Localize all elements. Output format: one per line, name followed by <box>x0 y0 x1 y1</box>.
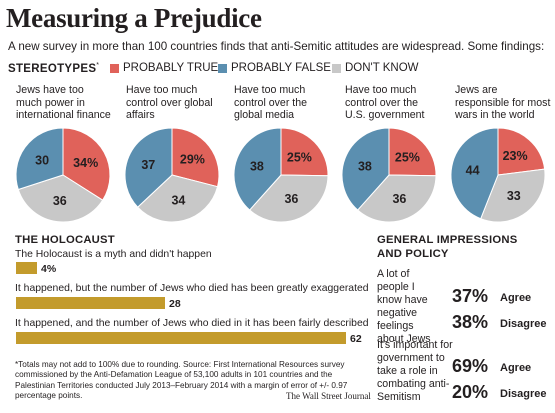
general-1-disagree-label: Disagree <box>500 318 547 330</box>
pie-1-label-2: 36 <box>53 194 67 208</box>
general-heading-line2: AND POLICY <box>377 248 449 260</box>
pie-4-label-2: 36 <box>392 192 406 206</box>
holocaust-bar-1 <box>16 262 37 274</box>
general-statement-1: A lot of people I know have negative fee… <box>377 268 431 345</box>
legend-label-true: PROBABLY TRUE <box>123 62 219 74</box>
pie-1-label-1: 34% <box>73 156 98 170</box>
pie-1-slice-3 <box>15 127 64 191</box>
pie-1-label-3: 30 <box>35 153 49 167</box>
pie-4-label-3: 38 <box>358 159 372 173</box>
general-2-disagree-label: Disagree <box>500 388 547 400</box>
pie-3-slice-1 <box>280 127 329 177</box>
pie-5-slice-1 <box>497 127 546 176</box>
pie-question-2: Have too much control over global affair… <box>126 84 213 121</box>
pie-2-slice-2 <box>137 174 219 223</box>
pie-1-slice-2 <box>17 174 104 223</box>
holocaust-value-2: 28 <box>169 298 181 310</box>
holocaust-value-3: 62 <box>350 333 362 345</box>
general-2-disagree-value: 20% <box>452 382 489 402</box>
pie-4-slice-2 <box>356 174 437 223</box>
legend-title: STEREOTYPES* <box>8 62 100 75</box>
pie-5-label-2: 33 <box>507 189 521 203</box>
pie-3-slice-2 <box>248 174 329 223</box>
holocaust-bar-3 <box>16 332 346 344</box>
footnote: *Totals may not add to 100% due to round… <box>15 360 348 401</box>
legend-label-dontknow: DON'T KNOW <box>345 62 419 74</box>
credit: The Wall Street Journal <box>286 391 371 401</box>
page-subtitle: A new survey in more than 100 countries … <box>8 40 545 53</box>
pie-question-4: Have too much control over the U.S. gove… <box>345 84 425 121</box>
pie-2-slice-3 <box>124 127 173 208</box>
holocaust-value-1: 4% <box>41 263 57 275</box>
legend-label-false: PROBABLY FALSE <box>231 62 331 74</box>
pie-2-slice-1 <box>171 127 220 188</box>
pie-question-3: Have too much control over the global me… <box>234 84 308 121</box>
general-2-agree-label: Agree <box>500 362 532 374</box>
stereotype-pie-charts: 34% 36 30 29% 34 37 25% 36 38 25% 36 38 23% 33 44 <box>15 127 546 223</box>
pie-question-1: Jews have too much power in internationa… <box>16 84 111 121</box>
pie-3-label-1: 25% <box>287 150 312 164</box>
holocaust-heading: THE HOLOCAUST <box>15 234 115 246</box>
holocaust-label-1: The Holocaust is a myth and didn't happe… <box>15 249 212 260</box>
pie-5-slice-3 <box>450 127 499 220</box>
general-1-agree-label: Agree <box>500 292 532 304</box>
legend-swatch-dontknow <box>332 64 341 73</box>
general-heading-line1: GENERAL IMPRESSIONS <box>377 234 518 246</box>
pie-question-5: Jews are responsible for most wars in th… <box>455 84 551 121</box>
pie-3-label-3: 38 <box>250 159 264 173</box>
pie-3-label-2: 36 <box>284 192 298 206</box>
holocaust-label-3: It happened, and the number of Jews who … <box>15 318 369 329</box>
general-2-agree-value: 69% <box>452 356 489 376</box>
pie-5-slice-2 <box>480 168 546 223</box>
general-1-agree-value: 37% <box>452 286 489 306</box>
legend-swatch-false <box>218 64 227 73</box>
general-1-disagree-value: 38% <box>452 312 489 332</box>
pie-5-label-3: 44 <box>466 164 480 178</box>
legend-swatch-true <box>110 64 119 73</box>
pie-5-label-1: 23% <box>503 149 528 163</box>
page-title: Measuring a Prejudice <box>6 3 262 33</box>
pie-2-label-1: 29% <box>180 153 205 167</box>
holocaust-label-2: It happened, but the number of Jews who … <box>15 283 369 294</box>
pie-4-slice-1 <box>388 127 437 177</box>
pie-4-slice-3 <box>341 127 390 211</box>
pie-4-label-1: 25% <box>395 150 420 164</box>
general-statement-2: It's important for government to take a … <box>377 339 453 403</box>
pie-3-slice-3 <box>233 127 282 211</box>
pie-2-label-2: 34 <box>171 194 185 208</box>
holocaust-bar-2 <box>16 297 165 309</box>
legend-title-mark: * <box>96 62 100 69</box>
pie-2-label-3: 37 <box>141 158 155 172</box>
